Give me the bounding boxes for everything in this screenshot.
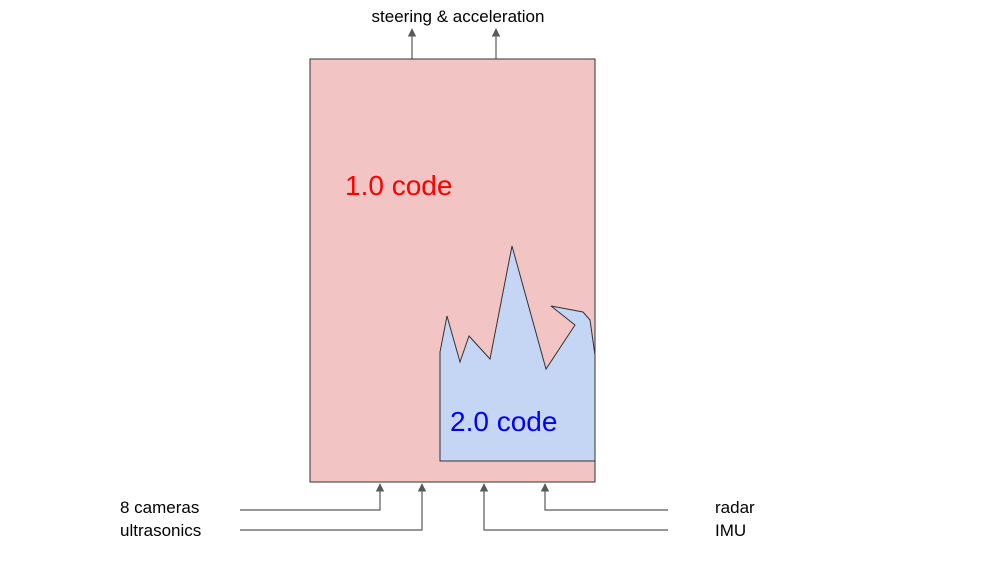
input-label-ultrasonics: ultrasonics <box>120 521 201 540</box>
input-arrow-ultrasonics <box>240 483 427 531</box>
input-arrow-imu <box>479 483 668 531</box>
inner-code-label: 2.0 code <box>450 406 557 437</box>
output-label: steering & acceleration <box>372 7 545 26</box>
input-arrow-radar <box>540 483 668 511</box>
input-label-cameras: 8 cameras <box>120 498 199 517</box>
inner-code-block <box>439 245 596 462</box>
main-code-label: 1.0 code <box>345 170 452 201</box>
input-label-imu: IMU <box>715 521 746 540</box>
input-arrow-cameras <box>240 483 385 511</box>
input-label-radar: radar <box>715 498 755 517</box>
